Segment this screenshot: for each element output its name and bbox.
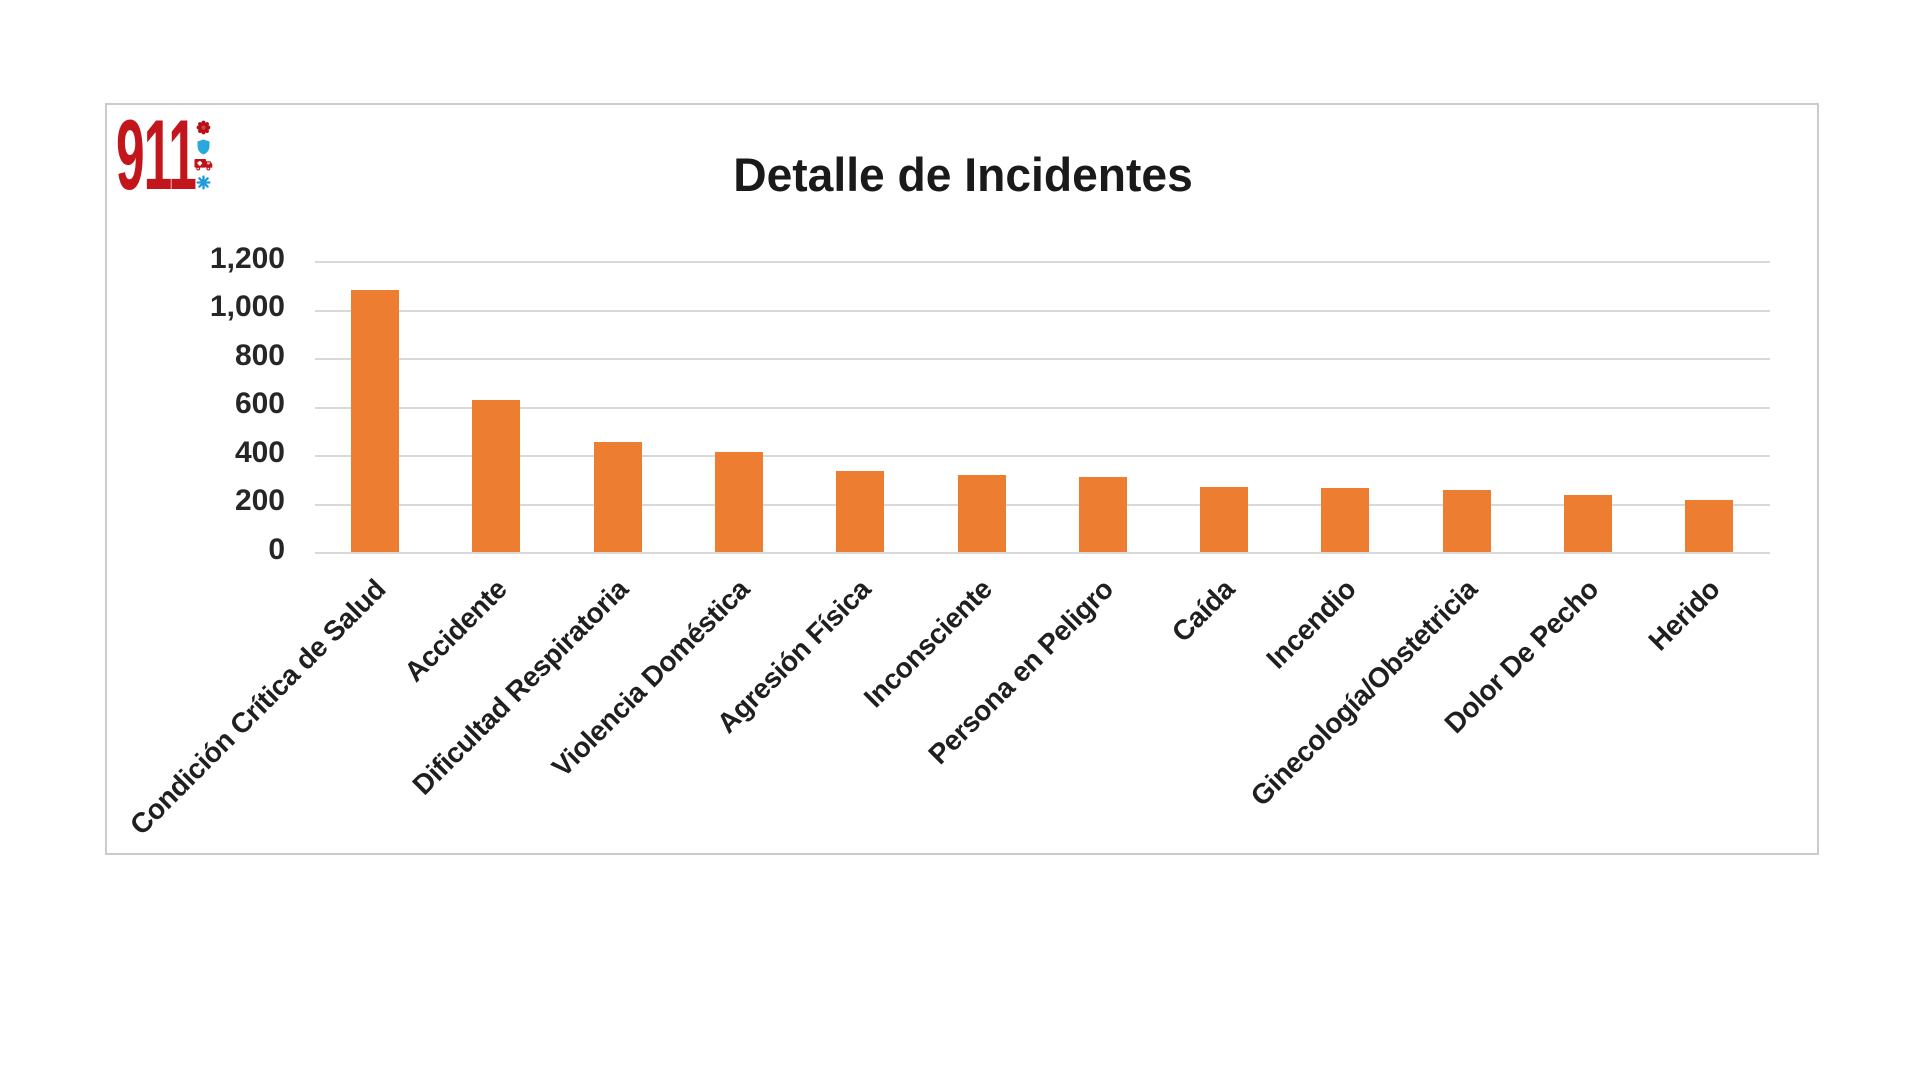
gridline-800 xyxy=(314,358,1770,361)
bar-Ginecología/Obstetricia[interactable] xyxy=(1442,490,1491,552)
bar-Condición Crítica de Salud[interactable] xyxy=(351,289,400,552)
y-axis-tick-label: 1,000 xyxy=(209,290,285,324)
logo-911-text: 911 xyxy=(116,99,197,210)
x-axis-category-label: Caída xyxy=(1166,573,1241,648)
gridline-400 xyxy=(314,455,1770,458)
x-axis-category-label: Incendio xyxy=(1260,573,1362,675)
bar-Agresión Física[interactable] xyxy=(836,470,885,552)
logo-icon-column xyxy=(194,120,213,193)
bar-Accidente[interactable] xyxy=(472,399,521,552)
gridline-0 xyxy=(314,552,1770,554)
gridline-1000 xyxy=(314,309,1770,312)
y-axis-tick-label: 400 xyxy=(234,435,285,469)
y-axis-tick-label: 1,200 xyxy=(209,241,285,275)
y-axis-tick-label: 0 xyxy=(268,532,285,566)
chart-title: Detalle de Incidentes xyxy=(733,148,1193,201)
bar-Inconsciente[interactable] xyxy=(957,474,1006,552)
x-axis-category-label: Dificultad Respiratoria xyxy=(407,573,635,801)
bar-Dificultad Respiratoria[interactable] xyxy=(593,442,642,552)
gridline-600 xyxy=(314,406,1770,409)
bar-Caída[interactable] xyxy=(1200,487,1249,552)
bar-Herido[interactable] xyxy=(1685,499,1734,552)
bar-Incendio[interactable] xyxy=(1321,487,1370,552)
x-axis-category-label: Herido xyxy=(1642,573,1725,656)
x-axis-category-label: Ginecología/Obstetricia xyxy=(1245,573,1484,812)
shield-icon xyxy=(197,139,210,154)
x-axis-category-label: Accidente xyxy=(398,573,512,687)
y-axis-tick-label: 800 xyxy=(234,338,285,372)
gridline-1200 xyxy=(314,261,1770,264)
y-axis-tick-label: 200 xyxy=(234,484,285,518)
gridline-200 xyxy=(314,503,1770,506)
bar-Dolor De Pecho[interactable] xyxy=(1564,494,1613,552)
logo-911: 911 xyxy=(116,105,226,204)
bar-Violencia Doméstica[interactable] xyxy=(715,452,764,552)
y-axis-tick-label: 600 xyxy=(234,387,285,421)
ambulance-icon xyxy=(194,159,213,171)
x-axis-category-label: Condición Crítica de Salud xyxy=(124,573,391,840)
x-axis-category-label: Violencia Doméstica xyxy=(546,573,756,783)
bar-Persona en Peligro[interactable] xyxy=(1078,476,1127,552)
star-of-life-icon xyxy=(196,174,211,190)
badge-icon xyxy=(196,120,211,135)
